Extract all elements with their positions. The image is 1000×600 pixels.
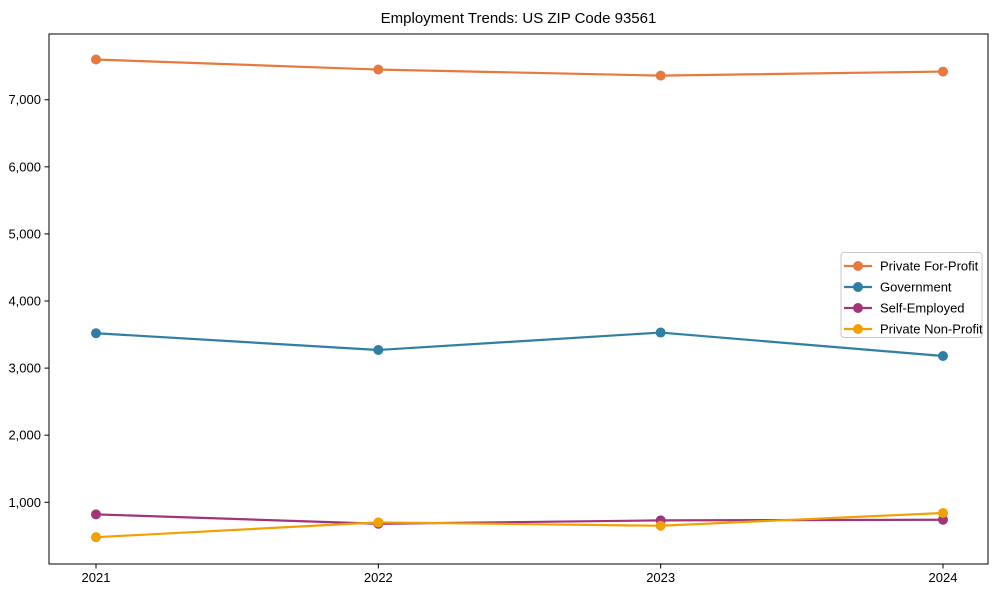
- series-marker-private-non-profit: [655, 520, 666, 531]
- series-marker-self-employed: [91, 509, 101, 520]
- series-marker-government: [655, 327, 666, 338]
- series-line-private-for-profit: [94, 58, 945, 77]
- plot-border: [48, 33, 989, 565]
- legend-marker-government: [853, 282, 863, 292]
- series-marker-private-non-profit: [937, 508, 948, 519]
- chart-title: Employment Trends: US ZIP Code 93561: [380, 10, 657, 27]
- series-marker-government: [373, 344, 384, 355]
- series-marker-government: [91, 328, 101, 339]
- series-marker-private-for-profit: [937, 66, 948, 77]
- series-line-government: [94, 331, 945, 358]
- series-marker-private-for-profit: [91, 54, 101, 65]
- x-axis-tick-label: 2023: [646, 570, 675, 585]
- x-axis-tick-label: 2022: [364, 570, 393, 585]
- x-axis-tick-label: 2024: [929, 570, 958, 585]
- legend-label-private-non-profit: Private Non-Profit: [880, 322, 983, 337]
- series-marker-private-for-profit: [373, 64, 384, 75]
- y-axis-tick-label: 5,000: [8, 226, 41, 241]
- series-marker-government: [937, 351, 948, 362]
- y-axis-tick-label: 6,000: [8, 159, 41, 174]
- legend-label-private-for-profit: Private For-Profit: [880, 259, 979, 274]
- legend-marker-private-for-profit: [853, 261, 863, 271]
- y-axis-tick-label: 1,000: [8, 495, 41, 510]
- legend-box: [840, 252, 983, 338]
- y-axis-tick-label: 2,000: [8, 428, 41, 443]
- series-line-private-non-profit: [94, 511, 945, 539]
- y-axis-tick-label: 3,000: [8, 361, 41, 376]
- legend-marker-private-non-profit: [853, 324, 863, 334]
- series-marker-private-non-profit: [91, 532, 101, 543]
- y-axis-tick-label: 4,000: [8, 294, 41, 309]
- y-axis-tick-label: 7,000: [8, 92, 41, 107]
- legend-label-government: Government: [880, 280, 952, 295]
- x-axis-tick-label: 2021: [82, 570, 111, 585]
- series-marker-private-for-profit: [655, 70, 666, 81]
- legend-label-self-employed: Self-Employed: [880, 301, 965, 316]
- legend-marker-self-employed: [853, 303, 863, 313]
- series-marker-private-non-profit: [373, 517, 384, 528]
